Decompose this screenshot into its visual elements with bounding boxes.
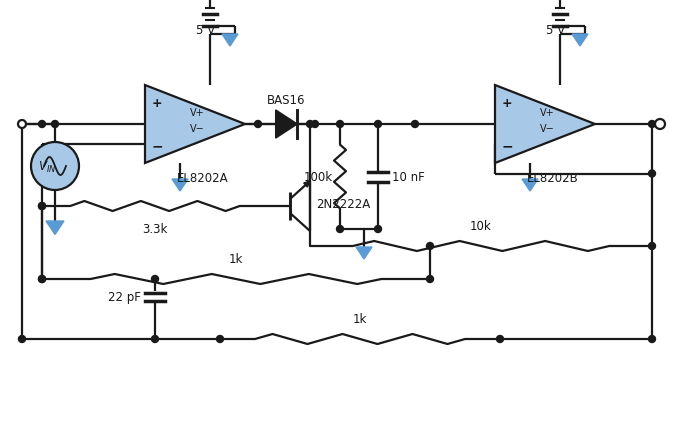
Circle shape: [374, 121, 382, 128]
Text: V−: V−: [540, 124, 554, 134]
Polygon shape: [222, 35, 238, 47]
Text: 2N2222A: 2N2222A: [316, 198, 370, 211]
Circle shape: [255, 121, 262, 128]
Text: 10k: 10k: [470, 220, 492, 233]
Text: 22 pF: 22 pF: [108, 291, 141, 304]
Polygon shape: [495, 86, 595, 164]
Text: 1k: 1k: [353, 312, 368, 325]
Circle shape: [52, 121, 59, 128]
Circle shape: [151, 276, 158, 283]
Polygon shape: [276, 111, 298, 139]
Polygon shape: [145, 86, 245, 164]
Circle shape: [307, 121, 314, 128]
Circle shape: [38, 203, 46, 210]
Text: BAS16: BAS16: [267, 94, 306, 107]
Circle shape: [18, 121, 26, 129]
Circle shape: [38, 276, 46, 283]
Polygon shape: [356, 247, 372, 260]
Text: 5 V: 5 V: [546, 24, 565, 37]
Text: V+: V+: [190, 108, 204, 118]
Circle shape: [648, 243, 655, 250]
Circle shape: [38, 276, 46, 283]
Text: EL8202A: EL8202A: [177, 171, 229, 184]
Circle shape: [648, 336, 655, 343]
Text: −: −: [502, 139, 514, 153]
Circle shape: [18, 336, 25, 343]
Circle shape: [216, 336, 223, 343]
Circle shape: [337, 121, 344, 128]
Circle shape: [648, 121, 655, 128]
Circle shape: [31, 143, 79, 191]
Circle shape: [38, 203, 46, 210]
Circle shape: [496, 336, 503, 343]
Circle shape: [426, 276, 433, 283]
Circle shape: [648, 171, 655, 178]
Text: +: +: [502, 97, 512, 110]
Circle shape: [38, 121, 46, 128]
Polygon shape: [522, 180, 538, 191]
Text: V+: V+: [540, 108, 554, 118]
Polygon shape: [46, 221, 64, 235]
Circle shape: [655, 120, 665, 130]
Text: V−: V−: [190, 124, 204, 134]
Text: +: +: [152, 97, 162, 110]
Text: 1k: 1k: [229, 253, 243, 265]
Circle shape: [337, 226, 344, 233]
Text: 100k: 100k: [304, 171, 333, 184]
Text: −: −: [152, 139, 164, 153]
Text: $V_{IN}$: $V_{IN}$: [38, 159, 56, 174]
Text: 5 V: 5 V: [196, 24, 215, 37]
Circle shape: [374, 226, 382, 233]
Polygon shape: [304, 181, 310, 187]
Text: 3.3k: 3.3k: [142, 223, 168, 236]
Circle shape: [412, 121, 419, 128]
Polygon shape: [172, 180, 188, 191]
Circle shape: [312, 121, 318, 128]
Polygon shape: [572, 35, 588, 47]
Circle shape: [426, 243, 433, 250]
Text: 10 nF: 10 nF: [392, 171, 425, 184]
Text: EL8202B: EL8202B: [527, 171, 579, 184]
Circle shape: [151, 336, 158, 343]
